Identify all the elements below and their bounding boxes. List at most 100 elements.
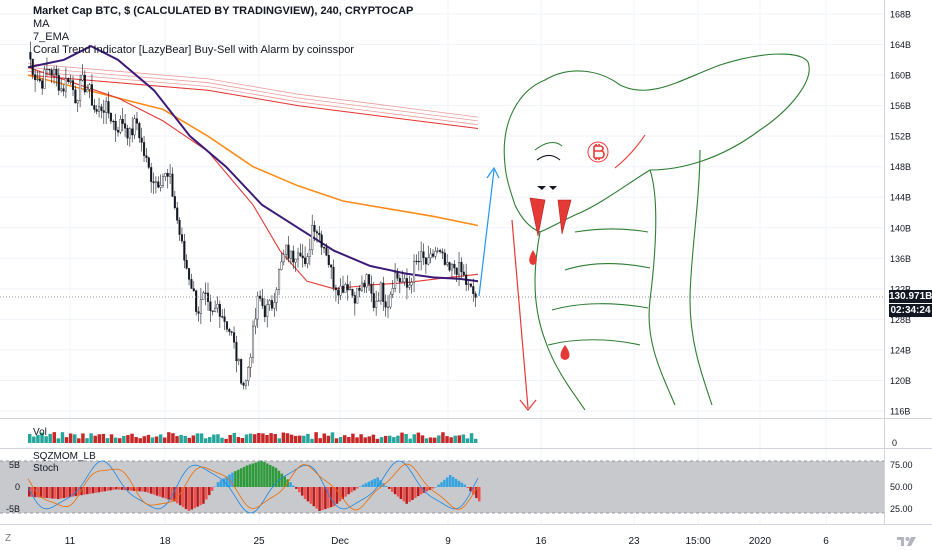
momentum-bar xyxy=(463,484,466,487)
momentum-bar xyxy=(289,482,292,487)
momentum-bar xyxy=(88,487,92,494)
candle-body xyxy=(34,74,37,80)
momentum-bar xyxy=(94,487,98,493)
candle-body xyxy=(282,254,285,263)
momentum-bar xyxy=(257,461,260,487)
chart-title[interactable]: Market Cap BTC, $ (CALCULATED BY TRADING… xyxy=(33,5,414,17)
momentum-pane-label[interactable]: SQZMOM_LB xyxy=(33,451,96,462)
momentum-bar xyxy=(239,468,243,487)
volume-bar xyxy=(420,435,425,443)
price-tick-label: 128B xyxy=(890,315,911,325)
momentum-bar xyxy=(321,487,324,511)
indicator-ema[interactable]: 7_EMA xyxy=(33,31,70,43)
corner-z-label[interactable]: Z xyxy=(5,533,12,544)
candle-body xyxy=(126,128,129,139)
tradingview-logo-icon[interactable] xyxy=(895,534,919,548)
candle-body xyxy=(351,288,354,296)
momentum-bar xyxy=(411,487,414,500)
candle-body xyxy=(341,285,345,293)
momentum-bar xyxy=(210,487,214,491)
candle-body xyxy=(396,272,399,279)
momentum-bar xyxy=(234,471,237,487)
price-tick-label: 160B xyxy=(890,71,911,81)
volume-bar xyxy=(269,433,273,443)
indicator-coral-trend[interactable]: Coral Trend Indicator [LazyBear] Buy-Sel… xyxy=(33,44,354,56)
bitcoin-eye-circle xyxy=(587,141,609,163)
momentum-bar xyxy=(77,487,80,496)
snake-fangs xyxy=(529,186,572,237)
momentum-bar xyxy=(202,487,205,504)
momentum-bar xyxy=(283,476,286,487)
ma-orange-line xyxy=(27,74,479,227)
candle-body xyxy=(119,119,122,133)
momentum-bar xyxy=(425,487,429,492)
momentum-bar xyxy=(303,487,307,499)
momentum-bar xyxy=(54,487,57,499)
time-tick-label: 6 xyxy=(823,536,829,547)
momentum-bar xyxy=(271,466,275,487)
candle-body xyxy=(308,249,311,257)
volume-bar xyxy=(371,434,376,443)
candle-body xyxy=(403,278,406,283)
momentum-bar xyxy=(187,487,191,511)
volume-bar xyxy=(167,432,171,443)
candle-body xyxy=(216,303,219,309)
volume-bar xyxy=(363,437,367,443)
volume-bar xyxy=(113,437,118,443)
time-tick-label: 18 xyxy=(159,536,171,547)
volume-bar xyxy=(330,432,335,443)
snake-drawing xyxy=(503,53,810,411)
snake-neck-right xyxy=(648,169,676,406)
candle-body xyxy=(31,58,34,75)
volume-bar xyxy=(52,432,57,443)
stoch-pane-label[interactable]: Stoch xyxy=(33,463,59,474)
volume-bar xyxy=(191,435,196,443)
momentum-bar xyxy=(155,487,159,496)
ma-purple-line xyxy=(27,44,479,283)
volume-bar xyxy=(424,438,429,443)
candle-body xyxy=(76,100,79,104)
momentum-bar xyxy=(135,487,138,492)
candle-body xyxy=(360,282,363,291)
candle-body xyxy=(474,293,477,298)
volume-bar xyxy=(465,438,470,443)
volume-bar xyxy=(40,432,44,443)
candle-body xyxy=(53,68,56,76)
volume-bar xyxy=(449,437,453,443)
momentum-bar xyxy=(379,480,382,487)
candle-body xyxy=(147,157,150,168)
candle-body xyxy=(408,284,411,288)
volume-pane-label[interactable]: Vol xyxy=(33,427,47,438)
price-tick-label: 144B xyxy=(890,193,911,203)
momentum-tick-label: -5B xyxy=(6,504,20,514)
volume-bar xyxy=(383,435,388,443)
momentum-bar xyxy=(118,487,121,490)
ma-red-slow-line xyxy=(27,70,479,126)
candle-body xyxy=(90,84,93,106)
momentum-bar xyxy=(59,487,63,499)
volume-bar xyxy=(32,436,36,443)
momentum-bar xyxy=(335,487,339,504)
candle-body xyxy=(384,301,387,308)
ma-red-slow-main xyxy=(27,74,479,129)
momentum-bar xyxy=(370,480,374,487)
snake-head-outline xyxy=(503,53,810,233)
volume-bar xyxy=(60,432,65,443)
stoch-lines xyxy=(27,460,479,514)
price-axis-ticks: 168B 164B 160B 156B 152B 148B 144B 140B 136B 132B… xyxy=(890,10,911,417)
momentum-bar xyxy=(364,483,368,487)
momentum-bar xyxy=(86,487,89,495)
candle-body xyxy=(157,181,160,188)
momentum-bar xyxy=(268,464,272,487)
blood-drop-1 xyxy=(529,250,537,265)
price-axis[interactable] xyxy=(884,0,932,550)
candle-body xyxy=(261,298,264,306)
candle-body xyxy=(214,307,217,312)
indicator-ma[interactable]: MA xyxy=(33,18,50,30)
candle-body xyxy=(154,181,157,184)
price-pane[interactable] xyxy=(0,0,884,418)
candle-body xyxy=(467,283,470,285)
candle-body xyxy=(69,80,72,82)
volume-bar xyxy=(118,438,122,443)
volume-bar xyxy=(261,433,265,443)
